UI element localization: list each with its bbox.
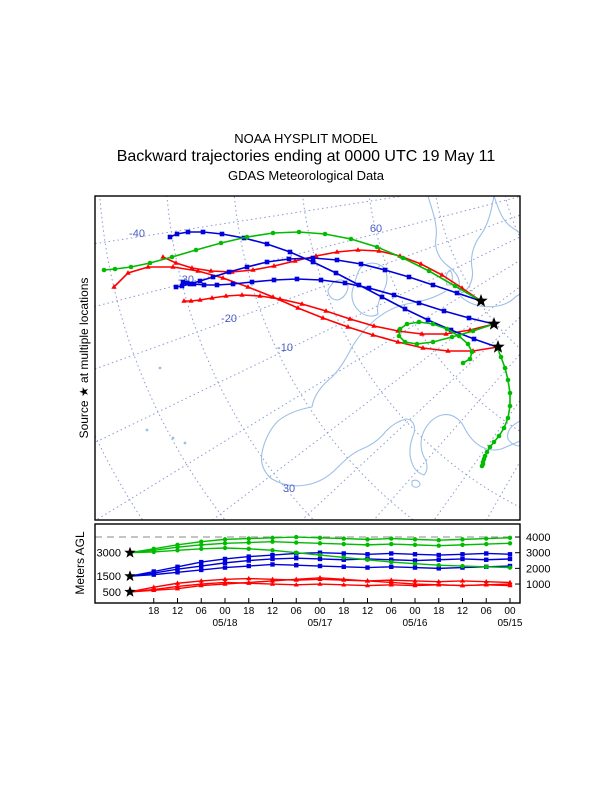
svg-text:-20: -20 <box>221 313 237 325</box>
x-axis-tick-label: 18 <box>148 606 160 617</box>
height-panel-border <box>94 523 521 604</box>
start-height-star-icon <box>124 570 136 582</box>
height-profile-panel: 3000 1500 500 4000 3000 2000 1000 18 12 06 00 18 12 0… <box>94 523 550 629</box>
start-height-star-icon <box>124 585 136 597</box>
x-axis-tick-label: 18 <box>433 606 445 617</box>
x-axis-tick-label: 06 <box>481 606 493 617</box>
x-axis-tick-label: 12 <box>172 606 184 617</box>
source-star-icon <box>491 340 505 353</box>
map-border <box>94 195 521 521</box>
svg-text:-40: -40 <box>129 228 145 240</box>
source-star-icon <box>474 294 488 307</box>
start-height-star-icon <box>124 546 136 558</box>
map-source-stars <box>474 294 505 353</box>
x-axis-tick-label: 06 <box>196 606 208 617</box>
plot-title: Backward trajectories ending at 0000 UTC… <box>116 148 496 165</box>
date-label: 05/18 <box>212 618 237 629</box>
right-axis-tick-label: 4000 <box>526 532 550 544</box>
plot-header: NOAA HYSPLIT MODEL Backward trajectories… <box>0 131 612 184</box>
date-label: 05/16 <box>402 618 427 629</box>
x-axis-tick-label: 06 <box>291 606 303 617</box>
source-star-icon <box>487 317 501 330</box>
svg-text:60: 60 <box>370 223 382 235</box>
x-axis-tick-label: 00 <box>314 606 326 617</box>
x-axis-tick-label: 06 <box>386 606 398 617</box>
right-axis-tick-label: 3000 <box>526 548 550 560</box>
date-label: 05/17 <box>307 618 332 629</box>
x-axis-tick-label: 18 <box>338 606 350 617</box>
met-data-subtitle: GDAS Meteorological Data <box>227 168 385 183</box>
x-axis-tick-label: 12 <box>457 606 469 617</box>
x-axis-tick-label: 12 <box>362 606 374 617</box>
map-coastlines <box>145 196 520 488</box>
x-axis-tick-label: 00 <box>409 606 421 617</box>
date-label: 05/15 <box>497 618 522 629</box>
x-axis-tick-label: 00 <box>504 606 516 617</box>
x-axis-tick-label: 00 <box>219 606 231 617</box>
svg-text:30: 30 <box>283 483 295 495</box>
model-title: NOAA HYSPLIT MODEL <box>234 131 378 146</box>
start-height-label: 500 <box>103 587 121 599</box>
x-axis-tick-label: 12 <box>267 606 279 617</box>
start-height-label: 1500 <box>97 571 121 583</box>
start-height-label: 3000 <box>97 548 121 560</box>
map-trajectories <box>101 229 513 469</box>
right-axis-tick-label: 2000 <box>526 563 550 575</box>
x-axis-tick-label: 18 <box>243 606 255 617</box>
svg-text:-10: -10 <box>277 342 293 354</box>
right-axis-tick-label: 1000 <box>526 579 550 591</box>
